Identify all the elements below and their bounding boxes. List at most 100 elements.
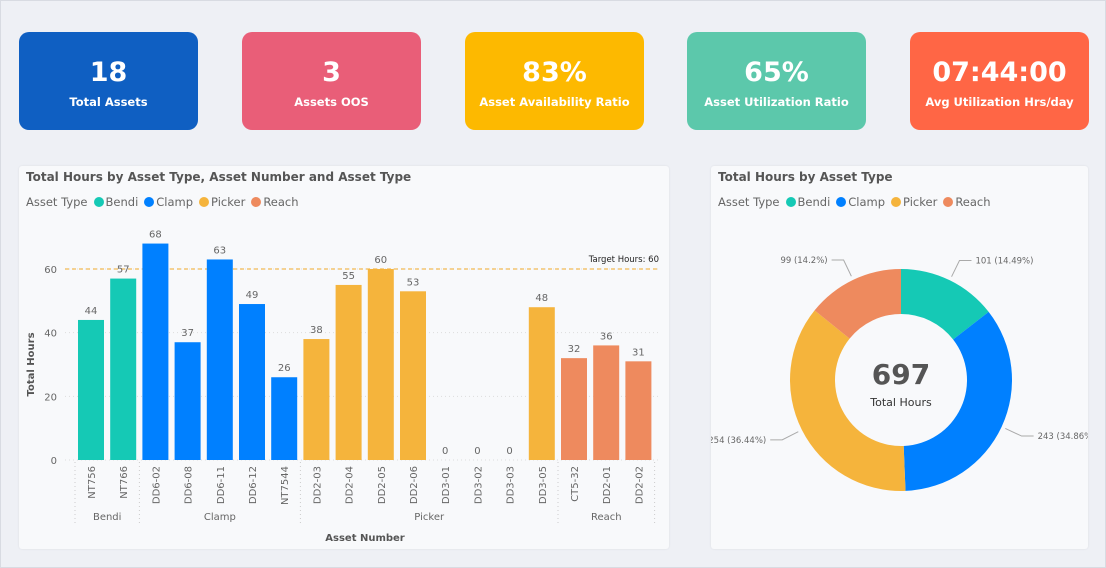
x-tick-label: DD6-02 — [151, 466, 162, 504]
kpi-label: Assets OOS — [294, 95, 369, 109]
bar-dd2-01 — [593, 345, 620, 460]
kpi-label: Total Assets — [69, 95, 148, 109]
kpi-card: 18 Total Assets — [19, 32, 198, 130]
slice-clamp — [903, 311, 1012, 491]
data-label: 60 — [374, 255, 387, 266]
bar-dd6-12 — [239, 304, 265, 460]
bar-chart: 0 20 40 60 Total Hours Target Hours: 60 44 NT75… — [26, 230, 659, 544]
slice-reach — [814, 269, 901, 339]
data-label: 0 — [442, 446, 448, 457]
legend-item-clamp[interactable]: Clamp — [144, 195, 193, 209]
data-label: 55 — [342, 271, 355, 282]
legend-dot-icon — [836, 197, 847, 207]
kpi-value: 83% — [522, 57, 587, 88]
kpi-value: 65% — [744, 57, 809, 88]
donut-chart-panel: Total Hours by Asset Type Asset Type Bend… — [711, 166, 1088, 549]
slice-bendi — [901, 269, 989, 340]
y-tick-label: 40 — [44, 329, 57, 340]
x-tick-label: DD2-01 — [602, 466, 613, 504]
data-label: 68 — [149, 230, 162, 241]
kpi-value: 07:44:00 — [932, 57, 1067, 88]
legend-item-picker[interactable]: Picker — [199, 195, 245, 209]
legend-item-reach[interactable]: Reach — [251, 195, 299, 209]
bar-dd2-02 — [625, 361, 652, 460]
x-tick-label: DD3-02 — [473, 466, 484, 504]
legend-item-reach[interactable]: Reach — [943, 195, 991, 209]
leader-line — [831, 259, 852, 277]
legend-item-clamp[interactable]: Clamp — [836, 195, 885, 209]
data-label: 26 — [278, 363, 291, 374]
x-tick-label: NT766 — [119, 466, 130, 499]
bar-chart-panel: Total Hours by Asset Type, Asset Number … — [19, 166, 669, 549]
group-label: Bendi — [93, 512, 121, 523]
legend-dot-icon — [785, 197, 796, 207]
target-line-label: Target Hours: 60 — [588, 255, 659, 265]
data-label: 44 — [85, 306, 98, 317]
x-tick-label: DD3-03 — [506, 466, 517, 504]
kpi-card: 65% Asset Utilization Ratio — [687, 32, 866, 130]
x-tick-label: DD2-04 — [345, 466, 356, 504]
legend-dot-icon — [93, 197, 104, 207]
legend-label: Bendi — [105, 195, 139, 209]
legend-dot-icon — [199, 197, 210, 207]
x-tick-label: DD6-12 — [248, 466, 259, 504]
legend-item-picker[interactable]: Picker — [891, 195, 937, 209]
kpi-card: 3 Assets OOS — [242, 32, 421, 130]
bar-dd2-06 — [400, 291, 426, 460]
data-label: 0 — [474, 446, 480, 457]
data-label: 0 — [506, 446, 512, 457]
x-tick-label: NT756 — [87, 466, 98, 499]
slice-label: 101 (14.49%) — [975, 257, 1033, 267]
x-tick-label: CT5-32 — [570, 466, 581, 502]
y-axis-title: Total Hours — [26, 332, 37, 396]
x-tick-label: DD3-01 — [441, 466, 452, 504]
legend-label: Reach — [955, 195, 991, 209]
donut-chart-title: Total Hours by Asset Type — [718, 170, 893, 184]
bar-chart-legend: Asset Type Bendi Clamp Picker Reach — [26, 195, 299, 209]
group-label: Picker — [414, 512, 445, 523]
kpi-label: Asset Availability Ratio — [479, 95, 630, 109]
x-tick-label: DD2-06 — [409, 466, 420, 504]
x-tick-label: DD2-05 — [377, 466, 388, 504]
kpi-card: 07:44:00 Avg Utilization Hrs/day — [910, 32, 1089, 130]
center-label: Total Hours — [869, 396, 932, 409]
legend-label: Bendi — [797, 195, 831, 209]
data-label: 53 — [407, 277, 420, 288]
group-label: Reach — [591, 512, 622, 523]
kpi-value: 18 — [89, 57, 128, 88]
kpi-value: 3 — [322, 57, 341, 88]
leader-line — [770, 431, 799, 441]
slice-label: 243 (34.86%) — [1038, 432, 1088, 442]
y-tick-label: 20 — [44, 392, 57, 403]
x-axis-title: Asset Number — [325, 533, 405, 544]
legend-item-bendi[interactable]: Bendi — [93, 195, 139, 209]
bar-dd2-03 — [303, 339, 330, 460]
data-label: 48 — [535, 293, 548, 304]
data-label: 37 — [181, 328, 194, 339]
y-tick-label: 0 — [51, 456, 57, 467]
legend-label: Reach — [263, 195, 299, 209]
bar-dd6-11 — [206, 259, 233, 460]
legend-dot-icon — [251, 197, 262, 207]
bar-chart-title: Total Hours by Asset Type, Asset Number … — [26, 170, 412, 184]
donut-chart-legend: Asset Type Bendi Clamp Picker Reach — [718, 195, 991, 209]
center-value: 697 — [872, 358, 930, 391]
bar-dd2-05 — [367, 269, 394, 460]
legend-dot-icon — [891, 197, 902, 207]
data-label: 63 — [213, 245, 226, 256]
kpi-label: Avg Utilization Hrs/day — [925, 95, 1074, 109]
bar-nt7544 — [271, 377, 298, 460]
data-label: 38 — [310, 325, 323, 336]
legend-dot-icon — [144, 197, 155, 207]
bar-dd2-04 — [335, 284, 362, 460]
data-label: 31 — [632, 347, 645, 358]
y-tick-label: 60 — [44, 265, 57, 276]
x-tick-label: NT7544 — [280, 466, 291, 505]
legend-label: Clamp — [156, 195, 194, 209]
group-label: Clamp — [204, 512, 236, 523]
legend-item-bendi[interactable]: Bendi — [785, 195, 831, 209]
bar-dd6-02 — [142, 243, 169, 460]
bar-nt766 — [110, 278, 137, 460]
legend-title: Asset Type — [26, 195, 88, 209]
legend-title: Asset Type — [718, 195, 780, 209]
